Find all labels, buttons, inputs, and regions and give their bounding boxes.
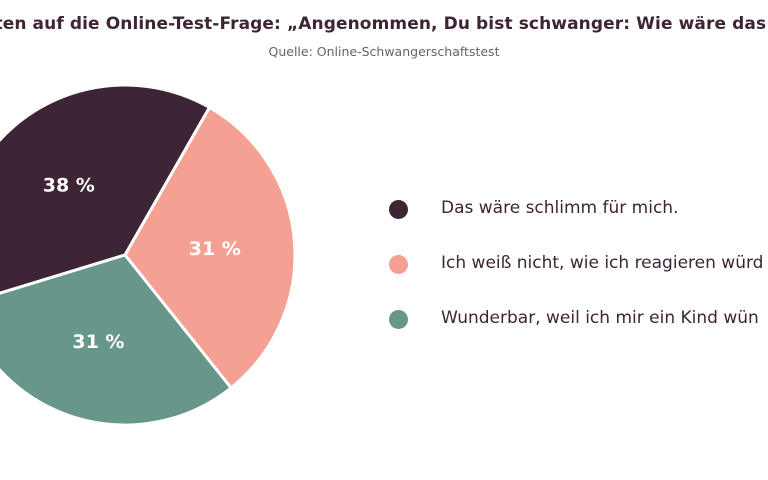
chart-title: rten auf die Online-Test-Frage: „Angenom… <box>0 14 768 34</box>
legend-swatch <box>389 200 408 219</box>
pie-slice <box>123 105 297 390</box>
legend-swatch <box>389 255 408 274</box>
pie-slice <box>0 253 233 427</box>
slice-value-label: 31 % <box>189 238 241 260</box>
legend-swatch <box>389 310 408 329</box>
chart-subtitle: Quelle: Online-Schwangerschaftstest <box>268 44 500 59</box>
legend-label: Ich weiß nicht, wie ich reagieren würd <box>441 253 764 273</box>
slice-value-label: 31 % <box>72 331 124 353</box>
legend-label: Das wäre schlimm für mich. <box>441 198 679 218</box>
legend-label: Wunderbar, weil ich mir ein Kind wün <box>441 308 759 328</box>
pie-slice <box>0 83 211 295</box>
pie-value-labels: 38 % 31 % 31 % <box>43 175 241 354</box>
pie-slices <box>0 83 297 427</box>
slice-value-label: 38 % <box>43 175 95 197</box>
